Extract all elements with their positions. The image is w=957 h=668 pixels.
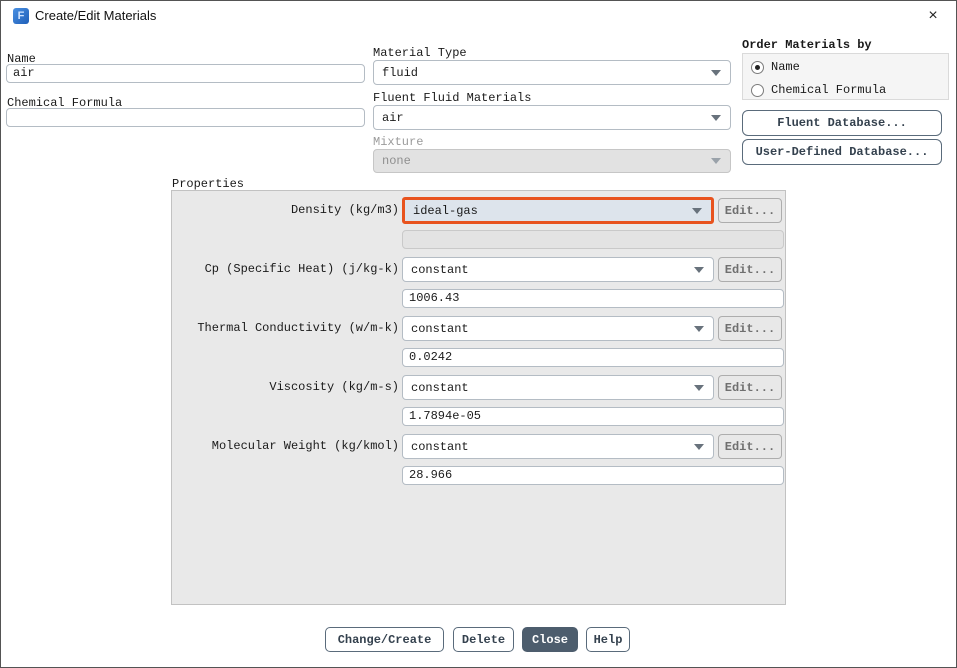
radio-button-icon[interactable] (751, 83, 764, 97)
thermal-conductivity-value-input[interactable]: 0.0242 (402, 348, 784, 367)
viscosity-method-value: constant (411, 380, 469, 395)
cp-edit-button[interactable]: Edit... (718, 257, 782, 282)
fluent-database-button[interactable]: Fluent Database... (742, 110, 942, 136)
chevron-down-icon (694, 384, 704, 391)
name-label: Name (7, 52, 36, 66)
thermal-conductivity-method-value: constant (411, 321, 469, 336)
material-type-label: Material Type (373, 46, 467, 60)
property-label-thermal-conductivity: Thermal Conductivity (w/m-k) (197, 321, 399, 335)
help-button[interactable]: Help (586, 627, 630, 652)
density-edit-button[interactable]: Edit... (718, 198, 782, 223)
material-type-value: fluid (382, 65, 419, 80)
property-label-viscosity: Viscosity (kg/m-s) (269, 380, 399, 394)
change-create-button[interactable]: Change/Create (325, 627, 444, 652)
thermal-conductivity-method-dropdown[interactable]: constant (402, 316, 714, 341)
mixture-value: none (382, 154, 411, 168)
radio-button-icon[interactable] (751, 60, 764, 74)
close-button[interactable]: Close (522, 627, 578, 652)
chevron-down-icon (711, 69, 721, 76)
mixture-label: Mixture (373, 135, 424, 149)
radio-option-name[interactable]: Name (743, 57, 948, 77)
chemical-formula-label: Chemical Formula (7, 96, 123, 110)
chevron-down-icon (711, 158, 721, 164)
fluent-fluid-materials-label: Fluent Fluid Materials (373, 91, 532, 105)
dialog-title: Create/Edit Materials (35, 8, 157, 23)
chevron-down-icon (694, 443, 704, 450)
cp-method-dropdown[interactable]: constant (402, 257, 714, 282)
thermal-conductivity-edit-button[interactable]: Edit... (718, 316, 782, 341)
molecular-weight-method-value: constant (411, 439, 469, 454)
density-method-dropdown[interactable]: ideal-gas (402, 197, 714, 224)
fluent-fluid-materials-dropdown[interactable]: air (373, 105, 731, 130)
chevron-down-icon (694, 325, 704, 332)
title-bar: F Create/Edit Materials × (1, 1, 956, 31)
chevron-down-icon (694, 266, 704, 273)
molecular-weight-method-dropdown[interactable]: constant (402, 434, 714, 459)
molecular-weight-value-input[interactable]: 28.966 (402, 466, 784, 485)
radio-option-label: Name (771, 60, 800, 74)
delete-button[interactable]: Delete (453, 627, 514, 652)
viscosity-value-input[interactable]: 1.7894e-05 (402, 407, 784, 426)
properties-panel: Density (kg/m3) ideal-gas Edit... Cp (Sp… (171, 190, 786, 605)
radio-option-chemical-formula[interactable]: Chemical Formula (743, 80, 948, 100)
order-materials-by-group: Name Chemical Formula (742, 53, 949, 100)
viscosity-edit-button[interactable]: Edit... (718, 375, 782, 400)
radio-option-label: Chemical Formula (771, 83, 887, 97)
density-value-input (402, 230, 784, 249)
name-input[interactable]: air (6, 64, 365, 83)
property-label-molecular-weight: Molecular Weight (kg/kmol) (211, 439, 399, 453)
fluent-fluid-materials-value: air (382, 110, 404, 125)
density-method-value: ideal-gas (413, 203, 478, 218)
viscosity-method-dropdown[interactable]: constant (402, 375, 714, 400)
cp-value-input[interactable]: 1006.43 (402, 289, 784, 308)
fluent-app-icon: F (13, 8, 29, 24)
properties-label: Properties (172, 177, 245, 191)
order-materials-by-label: Order Materials by (742, 38, 872, 52)
mixture-dropdown: none (373, 149, 731, 173)
cp-method-value: constant (411, 262, 469, 277)
user-defined-database-button[interactable]: User-Defined Database... (742, 139, 942, 165)
chemical-formula-input[interactable] (6, 108, 365, 127)
property-label-cp: Cp (Specific Heat) (j/kg-k) (204, 262, 399, 276)
material-type-dropdown[interactable]: fluid (373, 60, 731, 85)
chevron-down-icon (692, 207, 702, 214)
close-icon[interactable]: × (928, 7, 938, 24)
chevron-down-icon (711, 114, 721, 121)
molecular-weight-edit-button[interactable]: Edit... (718, 434, 782, 459)
property-label-density: Density (kg/m3) (290, 203, 399, 217)
